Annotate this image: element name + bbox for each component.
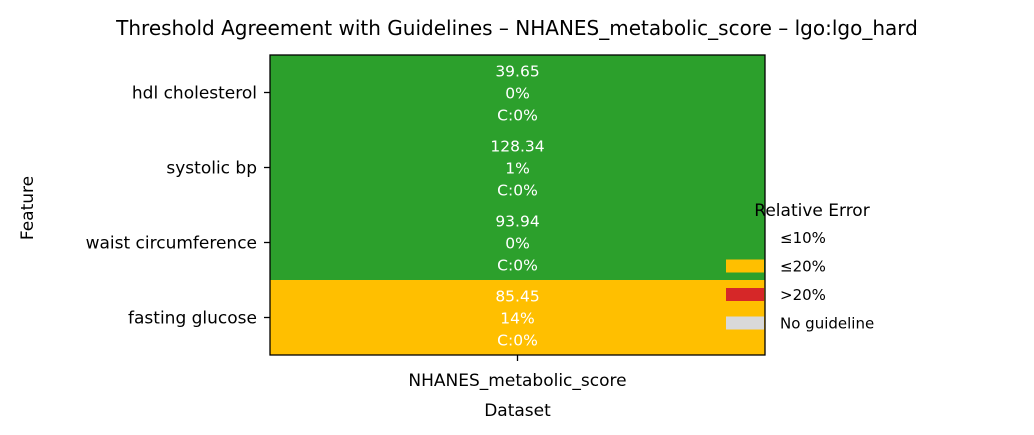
cell-label-threshold: 39.65	[495, 63, 539, 81]
heatmap-cell	[270, 55, 765, 130]
chart-title: Threshold Agreement with Guidelines – NH…	[115, 16, 918, 40]
cell-label-rel-error: 0%	[505, 235, 530, 253]
legend-title: Relative Error	[754, 201, 869, 221]
y-tick-labels: hdl cholesterol systolic bp waist circumfe…	[86, 84, 270, 329]
y-tick-label: waist circumference	[86, 234, 257, 254]
cell-label-rel-error: 1%	[505, 160, 530, 178]
legend-swatch	[726, 259, 764, 273]
y-tick-label: systolic bp	[166, 159, 257, 179]
legend: Relative Error ≤10% ≤20% >20% No guideline	[726, 201, 874, 333]
cell-label-coverage: C:0%	[497, 107, 538, 125]
cell-label-rel-error: 0%	[505, 85, 530, 103]
legend-label: ≤20%	[780, 258, 826, 276]
cell-label-rel-error: 14%	[500, 310, 534, 328]
y-tick-label: fasting glucose	[128, 309, 257, 329]
legend-label: ≤10%	[780, 229, 826, 247]
cell-label-coverage: C:0%	[497, 332, 538, 350]
y-tick-label: hdl cholesterol	[132, 84, 257, 104]
plot-frame	[269, 54, 766, 356]
legend-swatch	[726, 316, 764, 330]
cell-label-threshold: 128.34	[490, 138, 544, 156]
legend-entries: ≤10% ≤20% >20% No guideline	[726, 229, 874, 333]
cell-label-threshold: 93.94	[495, 213, 539, 231]
legend-label: No guideline	[780, 315, 874, 333]
heatmap-cell	[270, 280, 765, 355]
y-axis-label: Feature	[18, 176, 38, 240]
x-tick-labels: NHANES_metabolic_score	[408, 355, 627, 391]
legend-swatch	[726, 231, 764, 244]
cell-label-coverage: C:0%	[497, 182, 538, 200]
heatmap-cell	[270, 205, 765, 280]
cell-label-threshold: 85.45	[495, 288, 539, 306]
x-tick-label: NHANES_metabolic_score	[408, 371, 626, 391]
x-axis-label: Dataset	[484, 401, 551, 421]
legend-label: >20%	[780, 286, 826, 304]
heatmap-cell	[270, 130, 765, 205]
cell-label-coverage: C:0%	[497, 257, 538, 275]
heatmap-cells: 39.65 0% C:0% 128.34 1% C:0% 93.94 0% C:0% 85.45 1…	[270, 55, 765, 355]
legend-swatch	[726, 288, 764, 301]
